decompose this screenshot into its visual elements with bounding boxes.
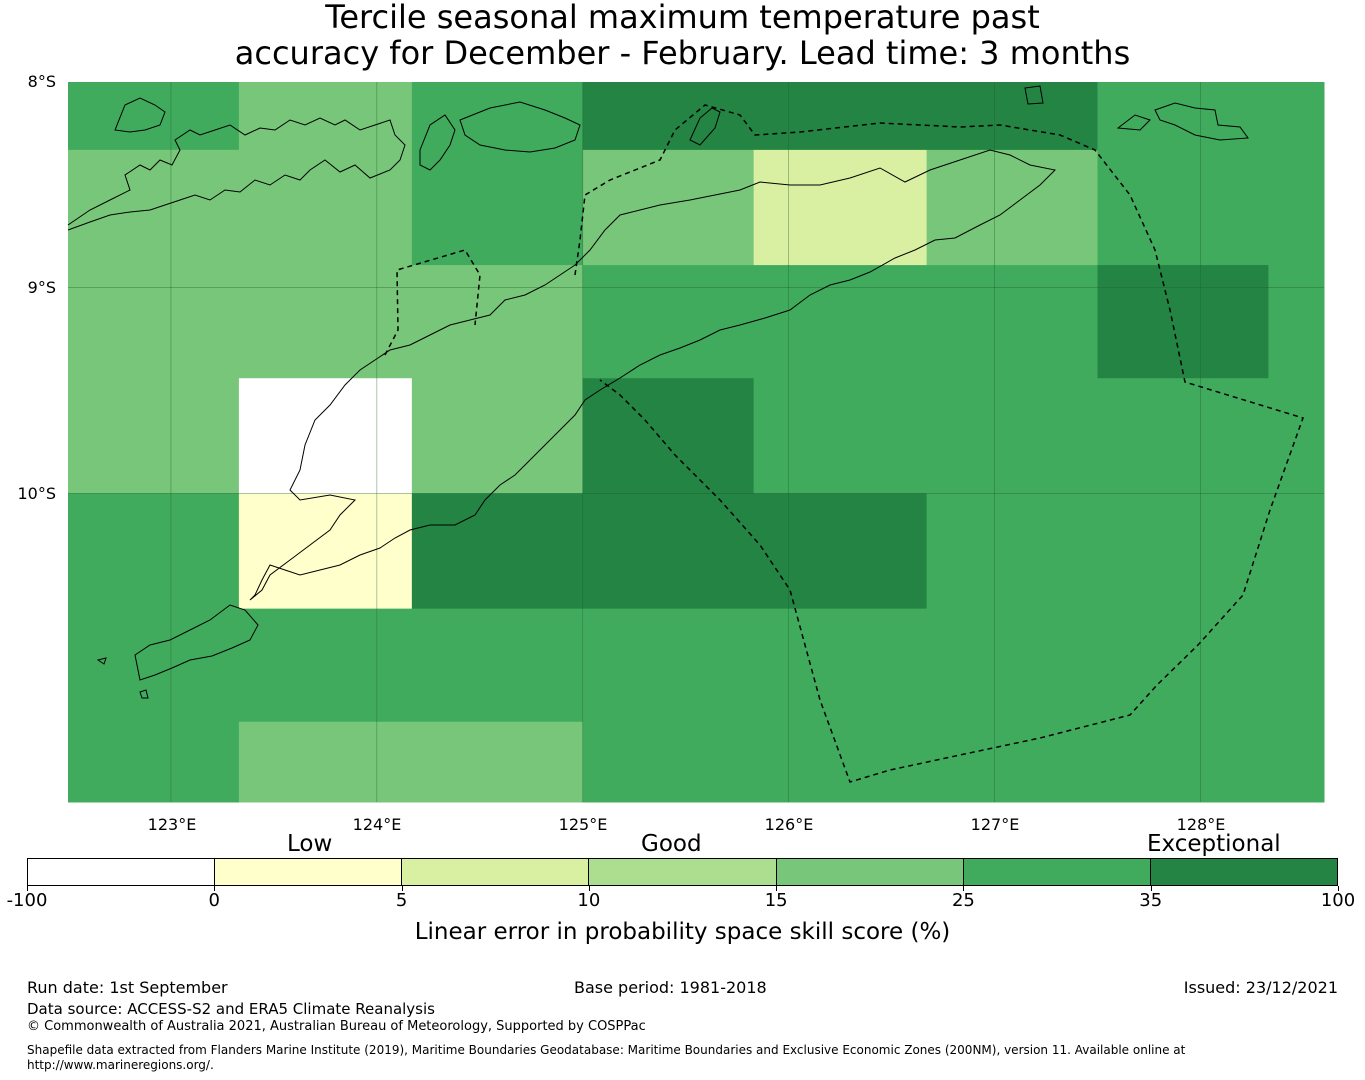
lat-label: 9°S bbox=[27, 278, 56, 297]
colorbar-tick-mark bbox=[1150, 886, 1152, 891]
skill-cell bbox=[582, 378, 755, 494]
shapefile-url: http://www.marineregions.org/. bbox=[27, 1058, 214, 1072]
colorbar-segment bbox=[402, 859, 590, 885]
coastline bbox=[689, 107, 721, 146]
coastline bbox=[1116, 114, 1151, 131]
coastline bbox=[67, 117, 406, 231]
colorbar-segment bbox=[215, 859, 403, 885]
skill-cell bbox=[411, 378, 584, 494]
skill-cell bbox=[1097, 149, 1325, 266]
legend-category-good: Good bbox=[641, 831, 702, 857]
issued-date: Issued: 23/12/2021 bbox=[1183, 978, 1338, 997]
skill-cell bbox=[68, 493, 240, 610]
skill-score-map bbox=[67, 82, 1325, 803]
coastline bbox=[96, 657, 107, 665]
lon-label: 125°E bbox=[558, 815, 608, 834]
colorbar-segment bbox=[1150, 859, 1337, 885]
eez-boundary-north bbox=[574, 104, 1304, 783]
colorbar-tick-mark bbox=[27, 886, 28, 891]
skill-cell bbox=[68, 608, 1325, 723]
colorbar-tick-label: 10 bbox=[577, 890, 601, 911]
coastline bbox=[1154, 102, 1249, 141]
lon-label: 128°E bbox=[1176, 815, 1226, 834]
data-source: Data source: ACCESS-S2 and ERA5 Climate … bbox=[27, 1000, 435, 1018]
colorbar-tick-mark bbox=[963, 886, 965, 891]
colorbar bbox=[27, 858, 1338, 886]
colorbar-tick-mark bbox=[588, 886, 590, 891]
coastline bbox=[249, 149, 1057, 601]
skill-cell bbox=[926, 149, 1099, 266]
colorbar-segment bbox=[776, 859, 964, 885]
lat-label: 8°S bbox=[27, 72, 56, 91]
skill-cell bbox=[1097, 82, 1325, 151]
coastline bbox=[114, 97, 166, 133]
colorbar-tick-mark bbox=[401, 886, 403, 891]
run-date: Run date: 1st September bbox=[27, 978, 228, 997]
skill-cell bbox=[68, 721, 240, 803]
colorbar-tick-label: 25 bbox=[951, 890, 975, 911]
coastline bbox=[419, 114, 456, 171]
skill-cell bbox=[926, 493, 1325, 610]
lon-label: 124°E bbox=[352, 815, 402, 834]
skill-cell bbox=[1268, 265, 1325, 379]
shapefile-credit: Shapefile data extracted from Flanders M… bbox=[27, 1043, 1186, 1057]
skill-cell bbox=[582, 149, 755, 266]
skill-cell bbox=[582, 721, 1325, 803]
colorbar-tick-mark bbox=[1338, 886, 1339, 891]
colorbar-tick-label: -100 bbox=[6, 890, 48, 911]
skill-cell bbox=[1097, 265, 1269, 379]
colorbar-segment bbox=[28, 859, 216, 885]
legend-category-low: Low bbox=[287, 831, 333, 857]
coastline bbox=[134, 604, 259, 681]
skill-cell bbox=[238, 493, 413, 610]
chart-title-line-2: accuracy for December - February. Lead t… bbox=[234, 34, 1131, 72]
legend-category-exceptional: Exceptional bbox=[1147, 831, 1281, 857]
skill-cell bbox=[411, 149, 584, 266]
skill-cell bbox=[753, 378, 1325, 494]
colorbar-label: Linear error in probability space skill … bbox=[414, 919, 951, 945]
skill-cell bbox=[238, 721, 584, 803]
colorbar-tick-label: 5 bbox=[395, 890, 408, 911]
skill-cell bbox=[411, 82, 584, 151]
colorbar-tick-label: 15 bbox=[764, 890, 788, 911]
coastline bbox=[1024, 85, 1044, 105]
skill-cell bbox=[68, 149, 413, 266]
skill-cell bbox=[582, 82, 1099, 151]
skill-cell bbox=[582, 265, 1099, 379]
base-period: Base period: 1981-2018 bbox=[574, 978, 767, 997]
skill-cell bbox=[68, 378, 240, 494]
skill-cell bbox=[68, 265, 584, 379]
skill-cell bbox=[68, 82, 240, 151]
colorbar-segment bbox=[589, 859, 777, 885]
colorbar-tick-label: 0 bbox=[208, 890, 220, 911]
skill-cell bbox=[238, 378, 413, 494]
skill-cell bbox=[753, 149, 928, 266]
colorbar-tick-mark bbox=[776, 886, 778, 891]
colorbar-tick-label: 100 bbox=[1320, 890, 1356, 911]
colorbar-tick-mark bbox=[214, 886, 216, 891]
lon-label: 126°E bbox=[764, 815, 814, 834]
skill-cell bbox=[411, 493, 928, 610]
chart-title-line-1: Tercile seasonal maximum temperature pas… bbox=[325, 0, 1040, 36]
lat-label: 10°S bbox=[17, 484, 56, 503]
lon-label: 123°E bbox=[147, 815, 197, 834]
coastline bbox=[139, 689, 149, 699]
copyright: © Commonwealth of Australia 2021, Austra… bbox=[27, 1019, 646, 1034]
colorbar-segment bbox=[963, 859, 1151, 885]
skill-cell bbox=[238, 82, 413, 151]
colorbar-tick-label: 35 bbox=[1139, 890, 1163, 911]
lon-label: 127°E bbox=[970, 815, 1020, 834]
coastline bbox=[459, 101, 581, 153]
